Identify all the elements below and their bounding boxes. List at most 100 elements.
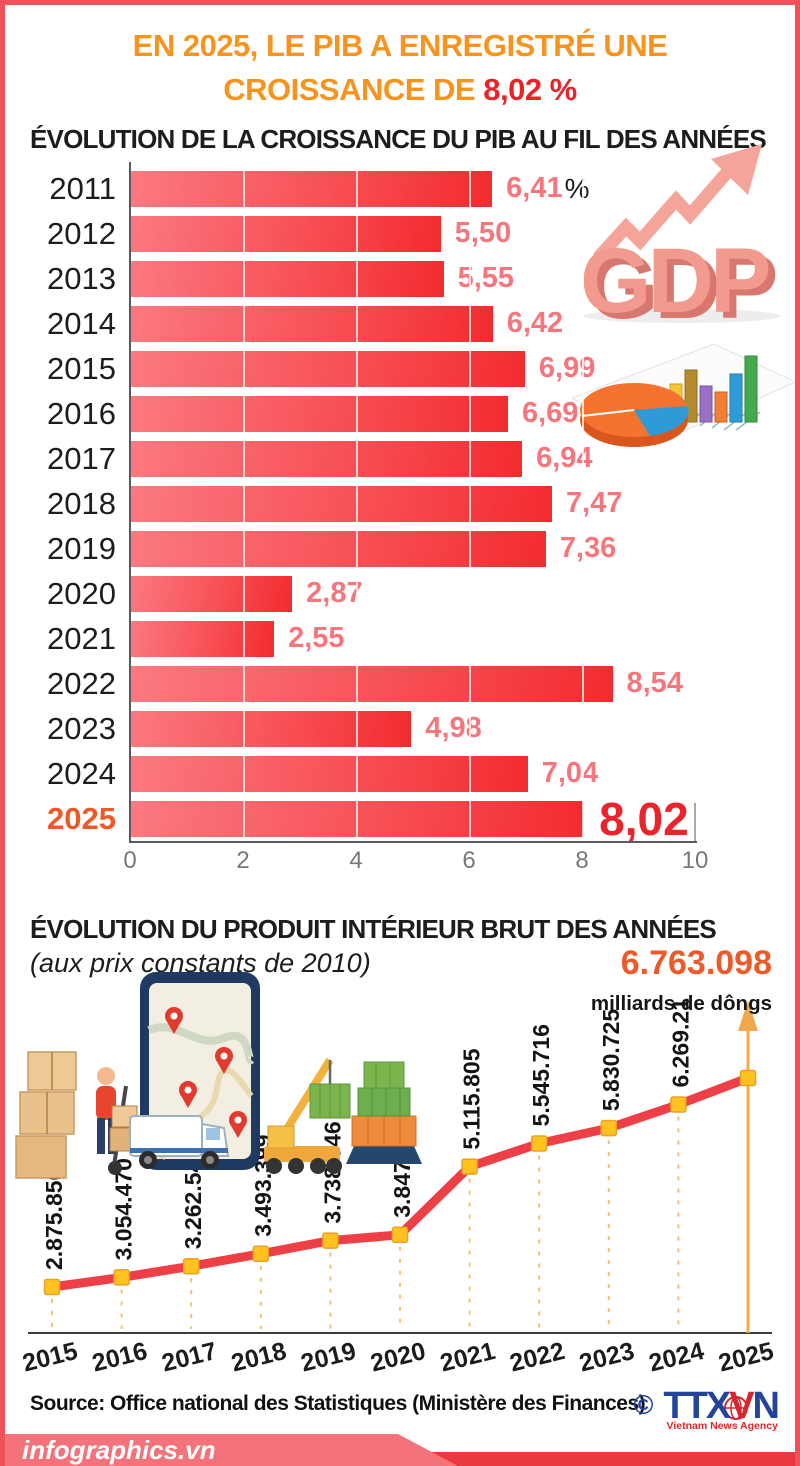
brand-ribbon: infographics.vn [0,1434,458,1466]
bar [130,530,546,567]
tick-label: 10 [681,847,709,874]
y-axis-line [129,162,131,843]
copyright-symbol: © [633,1390,654,1420]
gridline [469,170,471,837]
logo-n: N [752,1385,780,1427]
year-tick-label: 2024 [646,1337,707,1375]
data-point-marker [739,1069,757,1087]
bar [130,755,528,792]
bar [130,485,553,522]
bar-row: 2011 6,41% [0,166,800,211]
data-point-marker [43,1278,61,1296]
gdp-growth-illustration: GDP GDP [580,144,780,324]
source-line: Source: Office national des Statistiques… [30,1392,646,1415]
svg-text:GDP: GDP [587,236,776,324]
gridline [356,170,358,837]
delivery-truck-icon [129,1115,230,1169]
frame-border-right [795,0,800,1466]
gridline [243,170,245,837]
point-value-label: 5.115.805 [459,1048,485,1149]
bar [130,575,293,612]
bar-row: 2023 4,98 [0,706,800,751]
data-point-marker [252,1245,270,1263]
bar-year-label: 2025 [47,800,116,836]
frame-border-top [0,0,800,5]
bar-year-label: 2016 [47,395,116,431]
bar [130,395,508,432]
year-tick-label: 2021 [437,1337,498,1375]
main-title-line2: CROISSANCE DE 8,02 % [0,68,800,112]
bar-value-label: 2,55 [288,622,345,654]
bar-row: 2016 6,69 [0,391,800,436]
data-point-marker [322,1232,339,1249]
bar-row: 2013 5,55 [0,256,800,301]
axis-tick-mark [694,803,696,841]
bar-row: 2024 7,04 [0,751,800,796]
bar-value-label: 8,54 [626,667,683,699]
bar-row: 2014 6,42 [0,301,800,346]
bar-year-label: 2021 [47,620,116,656]
bar-section-heading: ÉVOLUTION DE LA CROISSANCE DU PIB AU FIL… [30,124,767,154]
agency-logo: © TTXVN Vietnam News Agency [633,1385,781,1432]
x-axis-line [130,841,697,843]
final-gdp-value: 6.763.098 [620,944,772,982]
bar-year-label: 2019 [47,530,116,566]
percent-suffix: % [564,172,590,204]
bar-year-label: 2023 [47,710,116,746]
tick-label: 8 [575,847,589,874]
bar [130,260,444,297]
ground-shadow [584,309,780,323]
bar-value-label: 7,04 [541,757,599,789]
year-tick-label: 2015 [20,1337,81,1375]
main-title-line1: EN 2025, LE PIB A ENREGISTRÉ UNE [132,28,668,63]
frame-border-left [0,0,5,1466]
year-tick-label: 2017 [159,1337,220,1375]
tick-label: 6 [462,847,476,874]
arrow-up-icon [738,1001,758,1031]
bar-value-label: 5,50 [454,217,512,249]
point-value-label: 5.545.716 [528,1024,554,1126]
gdp-growth-bar-chart: 2011 6,41% 2012 5,50 2013 5,55 2014 6,42 2015 6,9… [0,162,800,886]
bar-year-label: 2022 [47,665,116,701]
bar-value-label: 6,69 [521,397,579,429]
data-point-marker [461,1158,478,1175]
main-title: EN 2025, LE PIB A ENREGISTRÉ UNE CROISSA… [0,24,800,112]
bar [130,440,523,477]
bar [130,305,493,342]
bar-row: 2020 2,87 [0,571,800,616]
bar-row: 2025 8,02 [0,793,800,845]
point-value-label: 2.875.856 [41,1168,67,1270]
point-value-label: 6.269.21 [667,998,693,1088]
logistics-illustration [15,972,422,1179]
bar-row: 2019 7,36 [0,526,800,571]
bar-year-label: 2018 [47,485,116,521]
logo-v: V [729,1385,754,1427]
bar [130,350,525,387]
bar-value-label: 4,98 [425,712,482,744]
bar-year-label: 2017 [47,440,116,476]
bar [130,665,613,702]
bar-year-label: 2024 [47,755,116,791]
tick-label: 2 [236,847,250,874]
logo-ttx: TTX [663,1385,731,1427]
bar-value-label: 6,41 [506,172,563,204]
data-point-marker [670,1096,687,1113]
gridline [582,170,584,837]
bar-year-label: 2014 [47,305,116,341]
bar-row: 2012 5,50 [0,211,800,256]
bar-value-label: 2,87 [306,577,363,609]
data-point-marker [530,1135,548,1152]
gdp-3d-text: GDP GDP [580,230,780,324]
year-tick-label: 2018 [228,1337,289,1375]
brand-name: infographics.vn [22,1435,216,1465]
crane-icon [264,1057,351,1174]
tick-label: 0 [123,847,137,874]
bar-value-label: 7,47 [566,487,623,519]
bar-row: 2015 6,99 [0,346,800,391]
bar-value-label: 7,36 [559,532,617,564]
year-tick-label: 2023 [576,1337,637,1375]
bar-value-label: 6,99 [538,352,596,384]
bar-year-label: 2011 [49,170,116,206]
point-value-label: 3.054.470 [111,1158,137,1260]
